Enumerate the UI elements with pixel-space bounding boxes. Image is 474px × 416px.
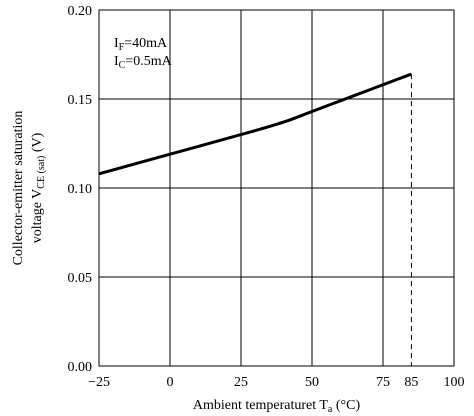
x-tick-label: 0 (167, 375, 174, 390)
x-axis-label: Ambient temperaturet Ta (°C) (193, 398, 361, 415)
y-tick-label: 0.10 (68, 182, 93, 197)
x-tick-label: −25 (88, 375, 110, 390)
annotation-if: IF=40mA (114, 36, 168, 53)
x-tick-label: 85 (404, 375, 418, 390)
x-tick-labels: −25 0 25 50 75 85 100 (88, 375, 464, 390)
x-tick-label: 75 (376, 375, 390, 390)
y-axis-label-line1: Collector-emitter saturation (11, 111, 26, 266)
y-tick-label: 0.20 (68, 4, 93, 19)
x-tick-label: 50 (305, 375, 319, 390)
annotation-ic: IC=0.5mA (114, 54, 173, 71)
y-tick-label: 0.05 (68, 271, 93, 286)
plot-frame (98, 9, 455, 367)
x-tick-label: 100 (444, 375, 465, 390)
x-tick-label: 25 (234, 375, 248, 390)
y-axis-label: Collector-emitter saturation voltage VCE… (11, 111, 47, 266)
y-tick-labels: 0.00 0.05 0.10 0.15 0.20 (68, 4, 93, 375)
y-axis-label-line2: voltage VCE (sat) (V) (30, 132, 47, 243)
series-line (98, 72, 412, 176)
y-tick-label: 0.00 (68, 360, 93, 375)
grid-lines (99, 10, 454, 366)
y-tick-label: 0.15 (68, 93, 93, 108)
